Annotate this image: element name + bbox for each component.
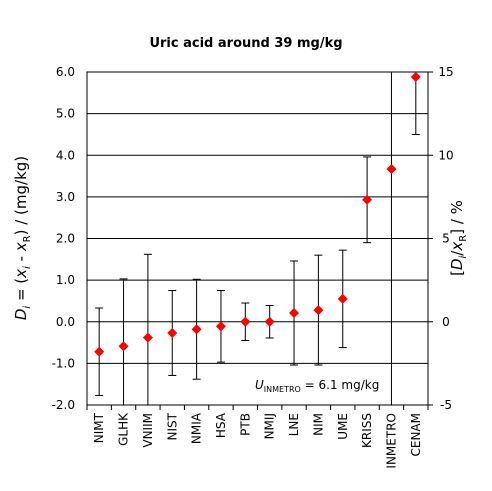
y-tick-label-left: 5.0 <box>56 107 75 121</box>
y-tick-label-left: 6.0 <box>56 65 75 79</box>
data-point-marker <box>362 194 373 205</box>
y-tick-label-left: 1.0 <box>56 273 75 287</box>
data-point-marker <box>240 316 251 327</box>
data-point-marker <box>410 71 421 82</box>
y-tick-label-left: -2.0 <box>52 398 75 412</box>
y-axis-label-left: Di = (xi - xR) / (mg/kg) <box>12 156 33 320</box>
x-tick-label: NMIA <box>190 412 204 444</box>
data-point-marker <box>313 305 324 316</box>
data-point-marker <box>264 316 275 327</box>
chart-title: Uric acid around 39 mg/kg <box>149 36 343 51</box>
x-tick-label: NIST <box>165 412 179 440</box>
x-tick-label: KRISS <box>360 413 374 448</box>
data-point-marker <box>337 293 348 304</box>
y-tick-label-left: -1.0 <box>52 356 75 370</box>
x-tick-label: VNIIM <box>141 413 155 448</box>
y-tick-label-right: 0 <box>442 315 450 329</box>
data-point-marker <box>289 308 300 319</box>
tick-layer: -2.0 -1.0 0.0 1.0 2.0 3.0 4.0 5.0 6.0 NIMT GLHK VNI… <box>52 65 429 469</box>
data-point-marker <box>191 324 202 335</box>
x-tick-label: NIMT <box>92 412 106 443</box>
data-point-marker <box>94 346 105 357</box>
x-tick-label: GLHK <box>117 412 131 446</box>
x-tick-label: INMETRO <box>384 413 398 469</box>
y-tick-label-right: 10 <box>438 148 453 162</box>
y-tick-label-right: 5 <box>442 232 450 246</box>
marker-layer <box>94 71 421 357</box>
y-tick-label-left: 4.0 <box>56 148 75 162</box>
y-axis-label-right: [Di/xR] / % <box>448 200 469 276</box>
y-tick-label-left: 3.0 <box>56 190 75 204</box>
x-tick-label: HSA <box>214 412 228 438</box>
x-tick-label: LNE <box>287 413 301 436</box>
data-point-marker <box>142 332 153 343</box>
data-point-marker <box>118 341 129 352</box>
x-tick-label: PTB <box>238 413 252 436</box>
y-tick-label-left: 0.0 <box>56 315 75 329</box>
y-tick-label-right: -5 <box>440 398 452 412</box>
y-tick-label-right: 15 <box>438 65 453 79</box>
data-point-marker <box>215 321 226 332</box>
x-tick-label: UME <box>336 413 350 440</box>
data-point-marker <box>386 163 397 174</box>
x-tick-label: NIM <box>311 413 325 436</box>
x-tick-label: CENAM <box>409 413 423 457</box>
x-tick-label: NMIJ <box>263 413 277 439</box>
right-axis-layer: -5 0 5 10 15 <box>428 65 454 412</box>
uncertainty-annotation: UINMETRO = 6.1 mg/kg <box>255 378 379 394</box>
y-tick-label-left: 2.0 <box>56 232 75 246</box>
grid-layer <box>87 113 428 364</box>
data-point-marker <box>167 327 178 338</box>
